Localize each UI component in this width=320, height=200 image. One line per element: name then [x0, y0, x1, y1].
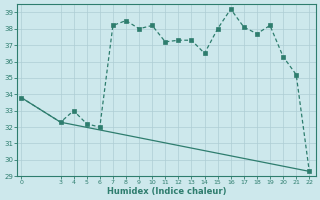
X-axis label: Humidex (Indice chaleur): Humidex (Indice chaleur) [107, 187, 226, 196]
